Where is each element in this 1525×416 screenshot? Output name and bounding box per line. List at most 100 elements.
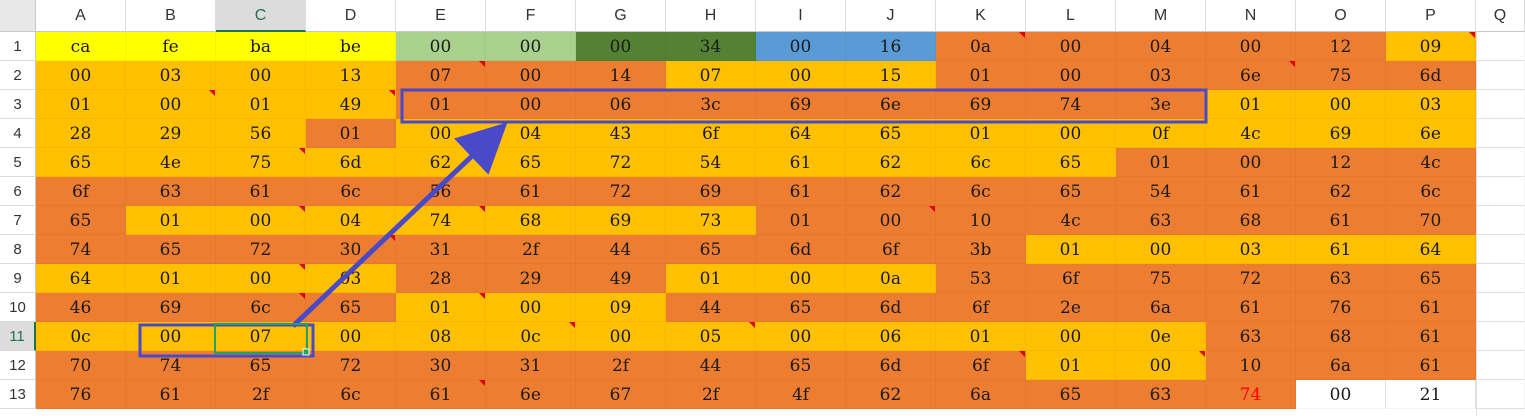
cell-k10[interactable]: 6f (936, 293, 1026, 322)
cell-i9[interactable]: 00 (756, 264, 846, 293)
cell-f1[interactable]: 00 (486, 32, 576, 61)
cell-a6[interactable]: 6f (36, 177, 126, 206)
row-header-2[interactable]: 2 (0, 61, 36, 90)
cell-e10[interactable]: 01 (396, 293, 486, 322)
cell-a2[interactable]: 00 (36, 61, 126, 90)
cell-d12[interactable]: 72 (306, 351, 396, 380)
cell-p4[interactable]: 6e (1386, 119, 1476, 148)
cell-d4[interactable]: 01 (306, 119, 396, 148)
cell-k5[interactable]: 6c (936, 148, 1026, 177)
cell-i2[interactable]: 00 (756, 61, 846, 90)
cell-p9[interactable]: 65 (1386, 264, 1476, 293)
cell-l1[interactable]: 00 (1026, 32, 1116, 61)
column-header-k[interactable]: K (936, 0, 1026, 32)
cell-e7[interactable]: 74 (396, 206, 486, 235)
cell-d7[interactable]: 04 (306, 206, 396, 235)
cell-m5[interactable]: 01 (1116, 148, 1206, 177)
cell-e6[interactable]: 56 (396, 177, 486, 206)
cell-n13[interactable]: 74 (1206, 380, 1296, 409)
cell-n1[interactable]: 00 (1206, 32, 1296, 61)
cell-m8[interactable]: 00 (1116, 235, 1206, 264)
cell-h10[interactable]: 44 (666, 293, 756, 322)
cell-i3[interactable]: 69 (756, 90, 846, 119)
cell-i13[interactable]: 4f (756, 380, 846, 409)
cell-l8[interactable]: 01 (1026, 235, 1116, 264)
cell-m12[interactable]: 00 (1116, 351, 1206, 380)
column-header-g[interactable]: G (576, 0, 666, 32)
cell-j12[interactable]: 6d (846, 351, 936, 380)
cell-q1[interactable] (1476, 32, 1525, 61)
row-header-3[interactable]: 3 (0, 90, 36, 119)
cell-b6[interactable]: 63 (126, 177, 216, 206)
cell-g2[interactable]: 14 (576, 61, 666, 90)
cell-g10[interactable]: 09 (576, 293, 666, 322)
cell-g1[interactable]: 00 (576, 32, 666, 61)
cell-o4[interactable]: 69 (1296, 119, 1386, 148)
cell-d11[interactable]: 00 (306, 322, 396, 351)
cell-j6[interactable]: 62 (846, 177, 936, 206)
cell-n6[interactable]: 61 (1206, 177, 1296, 206)
cell-b2[interactable]: 03 (126, 61, 216, 90)
cell-n5[interactable]: 00 (1206, 148, 1296, 177)
cell-h11[interactable]: 05 (666, 322, 756, 351)
cell-k2[interactable]: 01 (936, 61, 1026, 90)
cell-d13[interactable]: 6c (306, 380, 396, 409)
cell-e12[interactable]: 30 (396, 351, 486, 380)
cell-k11[interactable]: 01 (936, 322, 1026, 351)
column-header-o[interactable]: O (1296, 0, 1386, 32)
cell-o3[interactable]: 00 (1296, 90, 1386, 119)
cell-e3[interactable]: 01 (396, 90, 486, 119)
cell-q4[interactable] (1476, 119, 1525, 148)
cell-n2[interactable]: 6e (1206, 61, 1296, 90)
cell-a9[interactable]: 64 (36, 264, 126, 293)
cell-k13[interactable]: 6a (936, 380, 1026, 409)
cell-j1[interactable]: 16 (846, 32, 936, 61)
cell-c9[interactable]: 00 (216, 264, 306, 293)
cell-a11[interactable]: 0c (36, 322, 126, 351)
cell-h12[interactable]: 44 (666, 351, 756, 380)
cell-q11[interactable] (1476, 322, 1525, 351)
row-header-9[interactable]: 9 (0, 264, 36, 293)
cell-q12[interactable] (1476, 351, 1525, 380)
cell-j10[interactable]: 6d (846, 293, 936, 322)
cell-a10[interactable]: 46 (36, 293, 126, 322)
cell-l2[interactable]: 00 (1026, 61, 1116, 90)
cell-b8[interactable]: 65 (126, 235, 216, 264)
cell-l11[interactable]: 00 (1026, 322, 1116, 351)
cell-o13[interactable]: 00 (1296, 380, 1386, 409)
cell-n7[interactable]: 68 (1206, 206, 1296, 235)
cell-q2[interactable] (1476, 61, 1525, 90)
cell-p7[interactable]: 70 (1386, 206, 1476, 235)
column-header-j[interactable]: J (846, 0, 936, 32)
cell-k4[interactable]: 01 (936, 119, 1026, 148)
cell-h5[interactable]: 54 (666, 148, 756, 177)
cell-a13[interactable]: 76 (36, 380, 126, 409)
cell-j2[interactable]: 15 (846, 61, 936, 90)
cell-n4[interactable]: 4c (1206, 119, 1296, 148)
cell-i8[interactable]: 6d (756, 235, 846, 264)
cell-g9[interactable]: 49 (576, 264, 666, 293)
cell-q7[interactable] (1476, 206, 1525, 235)
cell-m4[interactable]: 0f (1116, 119, 1206, 148)
cell-c5[interactable]: 75 (216, 148, 306, 177)
cell-g5[interactable]: 72 (576, 148, 666, 177)
cell-i1[interactable]: 00 (756, 32, 846, 61)
cell-l12[interactable]: 01 (1026, 351, 1116, 380)
cell-c13[interactable]: 2f (216, 380, 306, 409)
cell-i12[interactable]: 65 (756, 351, 846, 380)
cell-o7[interactable]: 61 (1296, 206, 1386, 235)
cell-p11[interactable]: 61 (1386, 322, 1476, 351)
cell-q5[interactable] (1476, 148, 1525, 177)
cell-c7[interactable]: 00 (216, 206, 306, 235)
cell-e1[interactable]: 00 (396, 32, 486, 61)
cell-k1[interactable]: 0a (936, 32, 1026, 61)
cell-b4[interactable]: 29 (126, 119, 216, 148)
cell-e4[interactable]: 00 (396, 119, 486, 148)
cell-c11[interactable]: 07 (216, 322, 306, 351)
cell-p2[interactable]: 6d (1386, 61, 1476, 90)
cell-i6[interactable]: 61 (756, 177, 846, 206)
cell-m1[interactable]: 04 (1116, 32, 1206, 61)
cell-p3[interactable]: 03 (1386, 90, 1476, 119)
cell-q3[interactable] (1476, 90, 1525, 119)
